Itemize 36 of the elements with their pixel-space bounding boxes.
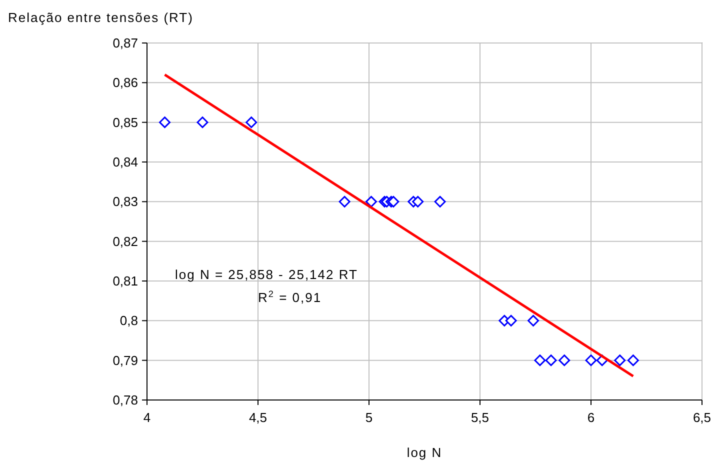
point [196, 116, 208, 128]
point [505, 314, 517, 326]
x-tick-label: 4 [143, 410, 151, 425]
y-tick-label: 0,84 [112, 154, 138, 170]
point [558, 354, 570, 366]
point [528, 314, 540, 326]
annotation: log N = 25,858 - 25,142 RT [175, 267, 358, 282]
point [246, 116, 258, 128]
y-tick-label: 0,79 [112, 352, 138, 368]
annotation: R$^{2}$ = 0,91 [258, 289, 322, 305]
x-tick-label: 6,5 [692, 410, 712, 425]
point [614, 354, 626, 366]
point [627, 354, 639, 366]
y-tick-label: 0,83 [112, 194, 138, 210]
point [434, 196, 446, 208]
x-tick-label: 4,5 [248, 410, 268, 425]
point [534, 354, 546, 366]
y-tick-label: 0,86 [112, 75, 138, 90]
x-axis-title: log N [406, 445, 442, 460]
y-tick-label: 0,85 [112, 114, 138, 130]
y-tick-label: 0,82 [112, 234, 138, 249]
point [545, 354, 557, 366]
point [159, 116, 171, 128]
point [338, 196, 350, 208]
point [585, 354, 597, 366]
y-tick-label: 0,81 [112, 274, 138, 288]
y-tick-label: 0,8 [120, 313, 138, 328]
y-axis-title: Relação entre tensões (RT) [8, 10, 194, 25]
x-tick-label: 5,5 [470, 410, 490, 425]
x-tick-label: 6 [587, 410, 595, 425]
point [388, 196, 400, 208]
y-tick-label: 0,87 [112, 36, 138, 50]
point [365, 196, 377, 208]
x-tick-label: 5 [365, 410, 373, 425]
y-tick-label: 0,78 [112, 392, 138, 408]
point [412, 196, 424, 208]
